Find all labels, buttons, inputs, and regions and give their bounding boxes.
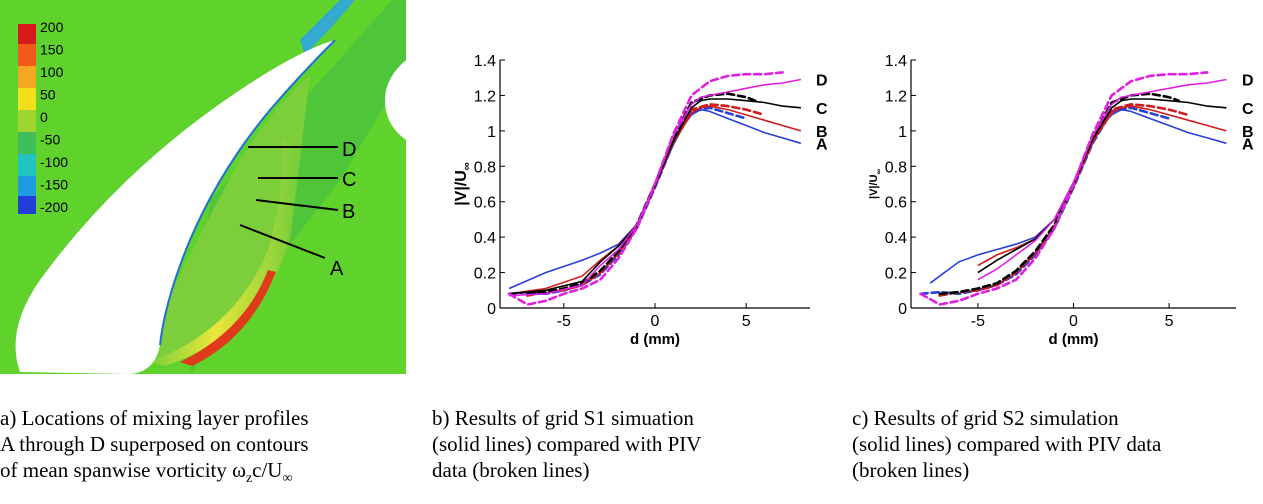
- profile-label-c: C: [816, 101, 828, 118]
- profile-label-a: A: [816, 136, 828, 153]
- caption-a-line-1: a) Locations of mixing layer profiles: [0, 406, 309, 430]
- caption-a-line-3: of mean spanwise vorticity ωzc/U∞: [0, 457, 415, 492]
- series-a-solid: [508, 108, 802, 290]
- colorbar-label: 200: [40, 19, 64, 35]
- profile-label-a: A: [1242, 136, 1254, 153]
- caption-a-line-3-text: of mean spanwise vorticity ω: [0, 458, 246, 482]
- y-tick-label: 0: [487, 301, 496, 318]
- caption-b-line-2: (solid lines) compared with PIV: [432, 432, 702, 456]
- series-a-dashed: [507, 106, 748, 296]
- vorticity-contour-plot: 200 150 100 50 0 -50 -100 -150 -200 D C B A: [0, 0, 406, 374]
- series-c-dashed: [526, 92, 757, 296]
- caption-b: b) Results of grid S1 simuation (solid l…: [432, 405, 832, 483]
- series-c-solid: [977, 98, 1227, 274]
- x-axis-label: d (mm): [630, 331, 680, 348]
- colorbar-label: -100: [40, 154, 68, 170]
- series-a-solid: [929, 108, 1227, 284]
- colorbar-label: -200: [40, 199, 68, 215]
- blue-edge-band: [300, 0, 355, 55]
- caption-a-line-2: A through D superposed on contours: [0, 432, 309, 456]
- x-tick-label: 5: [1165, 313, 1174, 330]
- x-axis-label: d (mm): [1049, 331, 1099, 348]
- x-tick-label: 0: [1069, 313, 1078, 330]
- series-b-solid: [508, 105, 802, 295]
- colorbar-label: 100: [40, 64, 64, 80]
- x-tick-label: -5: [971, 313, 985, 330]
- caption-c-line-2: (solid lines) compared with PIV data: [852, 432, 1162, 456]
- y-tick-label: 0.4: [474, 230, 496, 247]
- profile-label-d: D: [342, 139, 356, 161]
- colorbar: [18, 24, 36, 214]
- series-d-dashed: [919, 71, 1209, 306]
- red-shear-streak: [180, 270, 276, 366]
- profile-label-d: D: [1242, 72, 1254, 89]
- colorbar-label: 50: [40, 87, 56, 103]
- colorbar-labels: 200 150 100 50 0 -50 -100 -150 -200: [40, 19, 68, 215]
- profile-label-c: C: [342, 169, 356, 191]
- caption-c-line-3: (broken lines): [852, 458, 970, 482]
- profile-label-b: B: [1242, 124, 1254, 141]
- caption-a-sub-inf: ∞: [282, 471, 293, 487]
- series-b-solid: [977, 105, 1227, 267]
- profile-label-b: B: [342, 201, 355, 223]
- y-tick-label: 1.2: [885, 88, 907, 105]
- y-axis-label: |V|/U∞: [453, 162, 473, 206]
- profile-label-a: A: [330, 258, 344, 280]
- x-tick-label: -5: [557, 313, 571, 330]
- y-tick-label: 0.6: [474, 195, 496, 212]
- profile-label-c: C: [1242, 101, 1254, 118]
- profile-label-b: B: [816, 124, 828, 141]
- series-d-solid: [509, 78, 802, 297]
- y-axis-label: |V|/U∞: [868, 169, 883, 199]
- colorbar-label: 0: [40, 109, 48, 125]
- y-tick-label: 1: [487, 124, 496, 141]
- y-tick-label: 1: [898, 124, 907, 141]
- y-tick-label: 0: [898, 301, 907, 318]
- series-d-dashed: [507, 71, 784, 306]
- y-tick-label: 0.2: [474, 266, 496, 283]
- y-tick-label: 0.6: [885, 195, 907, 212]
- caption-a-cu: c/U: [252, 458, 283, 482]
- y-tick-label: 0.8: [885, 159, 907, 176]
- airfoil-edge: [159, 39, 336, 346]
- caption-a: a) Locations of mixing layer profiles A …: [0, 405, 415, 492]
- series-c-dashed: [938, 92, 1180, 296]
- caption-b-line-1: b) Results of grid S1 simuation: [432, 406, 694, 430]
- airfoil-shape: [15, 40, 335, 374]
- colorbar-label: 150: [40, 42, 64, 58]
- series-a-dashed: [919, 106, 1171, 296]
- x-tick-label: 0: [651, 313, 660, 330]
- caption-c-line-1: c) Results of grid S2 simulation: [852, 406, 1119, 430]
- shear-layer: [150, 140, 294, 366]
- y-tick-label: 1.2: [474, 88, 496, 105]
- colorbar-label: -150: [40, 177, 68, 193]
- profile-label-d: D: [816, 72, 828, 89]
- caption-c: c) Results of grid S2 simulation (solid …: [852, 405, 1262, 483]
- slat-cutout: [385, 60, 406, 140]
- series-c-solid: [509, 98, 801, 295]
- y-tick-label: 1.4: [474, 53, 496, 70]
- profile-line-a: [239, 224, 326, 259]
- x-tick-label: 5: [742, 313, 751, 330]
- y-tick-label: 0.4: [885, 230, 907, 247]
- colorbar-label: -50: [40, 132, 60, 148]
- caption-a-sub-z: z: [245, 471, 253, 487]
- profile-line-b: [255, 199, 339, 211]
- y-tick-label: 0.8: [474, 159, 496, 176]
- caption-b-line-3: data (broken lines): [432, 458, 590, 482]
- y-tick-label: 1.4: [885, 53, 907, 70]
- series-d-solid: [977, 78, 1227, 281]
- y-tick-label: 0.2: [885, 266, 907, 283]
